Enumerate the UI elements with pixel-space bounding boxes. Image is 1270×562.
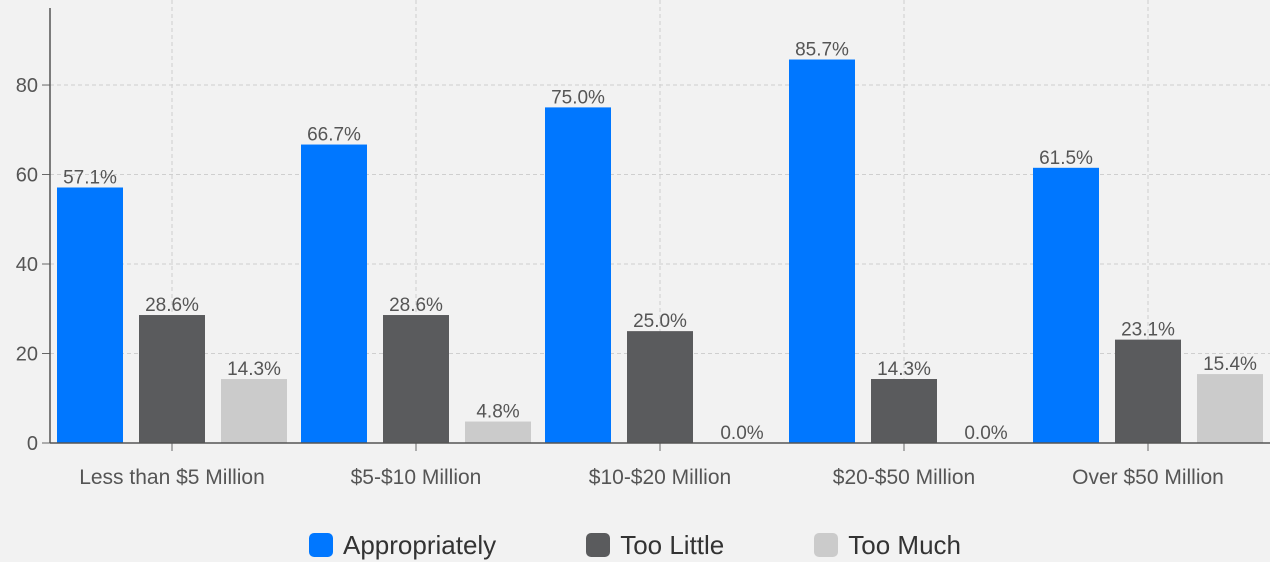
x-tick-label: Over $50 Million: [1072, 466, 1224, 489]
bar[interactable]: [1115, 339, 1181, 443]
legend-item-appropriately[interactable]: Appropriately: [308, 529, 497, 561]
bar-value-label: 61.5%: [1039, 148, 1093, 169]
y-tick-label: 80: [16, 75, 38, 97]
legend-item-too-much[interactable]: Too Much: [814, 530, 961, 561]
x-tick-label: $10-$20 Million: [589, 466, 731, 489]
bar-value-label: 14.3%: [227, 359, 281, 380]
bar[interactable]: [221, 379, 287, 443]
legend: Appropriately Too Little Too Much: [0, 528, 1270, 562]
legend-label-too-much: Too Much: [848, 529, 961, 560]
x-tick-label: $5-$10 Million: [351, 466, 482, 489]
bar-value-label: 15.4%: [1203, 354, 1257, 375]
legend-item-too-little[interactable]: Too Little: [586, 530, 724, 561]
bar-value-label: 28.6%: [145, 295, 199, 316]
bar-value-label: 85.7%: [795, 40, 849, 61]
y-tick-label: 20: [16, 344, 38, 366]
y-tick-label: 0: [27, 433, 38, 455]
legend-swatch-too-much: [814, 533, 839, 557]
x-tick-label: $20-$50 Million: [833, 466, 975, 489]
legend-swatch-appropriately: [308, 533, 333, 557]
bar-value-label: 57.1%: [63, 167, 117, 188]
bar[interactable]: [301, 144, 367, 443]
bar-value-label: 0.0%: [720, 423, 763, 444]
bar-value-label: 14.3%: [877, 359, 931, 380]
bar[interactable]: [1197, 374, 1263, 443]
y-tick-label: 40: [16, 254, 38, 276]
bar-value-label: 23.1%: [1121, 320, 1175, 341]
y-tick-label: 60: [16, 165, 38, 187]
bar-value-label: 4.8%: [476, 402, 519, 423]
legend-label-appropriately: Appropriately: [342, 529, 497, 560]
bar-value-label: 28.6%: [389, 295, 443, 316]
bar[interactable]: [545, 107, 611, 444]
bar[interactable]: [871, 379, 937, 443]
bar[interactable]: [465, 421, 531, 443]
bar[interactable]: [789, 59, 855, 444]
bar[interactable]: [627, 331, 693, 443]
bar[interactable]: [57, 187, 123, 443]
bar[interactable]: [139, 315, 205, 443]
bar-value-label: 25.0%: [633, 311, 687, 332]
legend-swatch-too-little: [586, 533, 611, 557]
bar-value-label: 0.0%: [964, 423, 1007, 444]
bar[interactable]: [1033, 167, 1099, 443]
x-tick-label: Less than $5 Million: [79, 466, 265, 489]
bar[interactable]: [383, 315, 449, 443]
bar-value-label: 66.7%: [307, 125, 361, 146]
bar-value-label: 75.0%: [551, 87, 605, 108]
legend-label-too-little: Too Little: [620, 529, 725, 560]
